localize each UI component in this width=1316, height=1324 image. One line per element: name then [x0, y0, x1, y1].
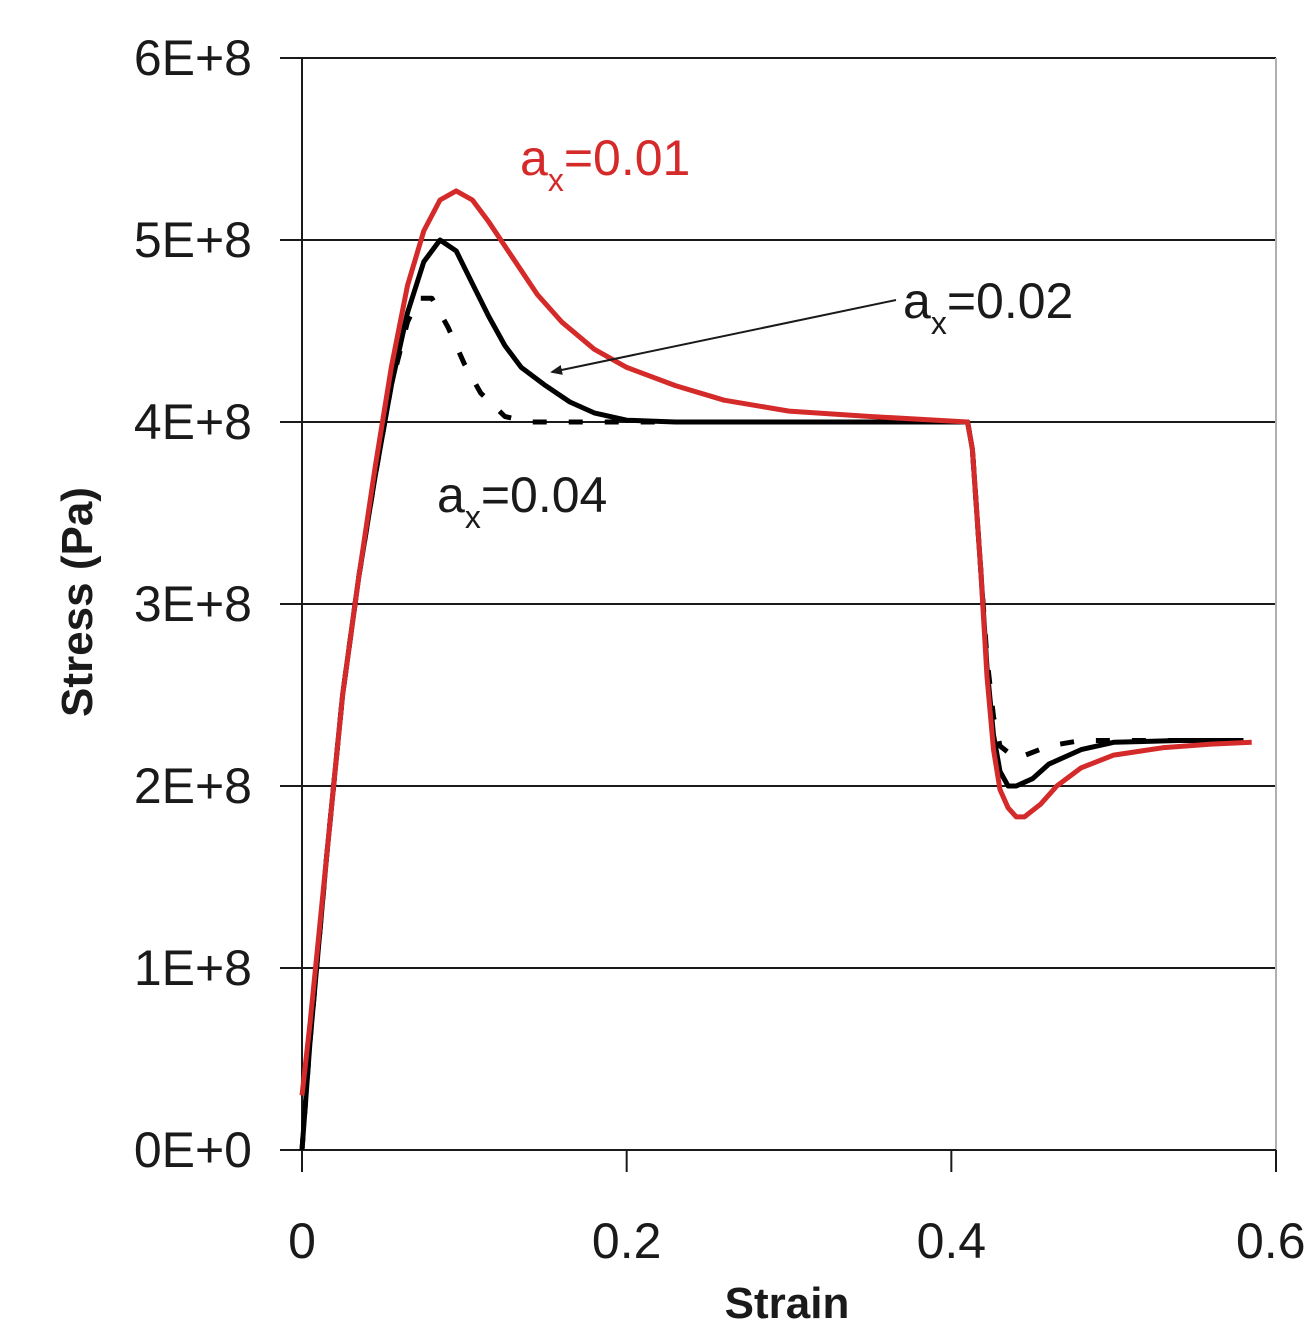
y-tick-label-5: 5E+8 — [134, 212, 252, 268]
y-axis-title: Stress (Pa) — [53, 487, 102, 717]
x-tick-label-2: 0.4 — [917, 1213, 987, 1269]
series-group — [299, 188, 1252, 1151]
x-tick-label-1: 0.2 — [592, 1213, 662, 1269]
annotations: ax=0.01 ax=0.02 ax=0.04 — [437, 130, 1073, 535]
annotation-label-1: ax=0.02 — [903, 273, 1073, 341]
x-tick-label-0: 0 — [288, 1213, 316, 1269]
series-line-2 — [299, 188, 1252, 1096]
grid-lines — [302, 57, 1276, 969]
y-tick-label-0: 0E+0 — [134, 1122, 252, 1178]
y-tick-label-2: 2E+8 — [134, 758, 252, 814]
series-line-1 — [299, 237, 1244, 1151]
y-tick-label-4: 4E+8 — [134, 394, 252, 450]
series-line-0 — [299, 295, 1244, 1151]
annotation-label-0: ax=0.01 — [520, 130, 690, 198]
y-tick-label-3: 3E+8 — [134, 576, 252, 632]
y-tick-label-1: 1E+8 — [134, 940, 252, 996]
x-axis-title: Strain — [725, 1279, 850, 1324]
annotation-label-2: ax=0.04 — [437, 467, 607, 535]
annotation-arrow — [550, 299, 897, 375]
tick-labels: 0E+0 1E+8 2E+8 3E+8 4E+8 5E+8 6E+8 0 0.2 0.4 0.6 — [134, 30, 1306, 1269]
x-tick-label-3: 0.6 — [1236, 1213, 1306, 1269]
axes — [280, 57, 1277, 1172]
y-tick-label-6: 6E+8 — [134, 30, 252, 86]
